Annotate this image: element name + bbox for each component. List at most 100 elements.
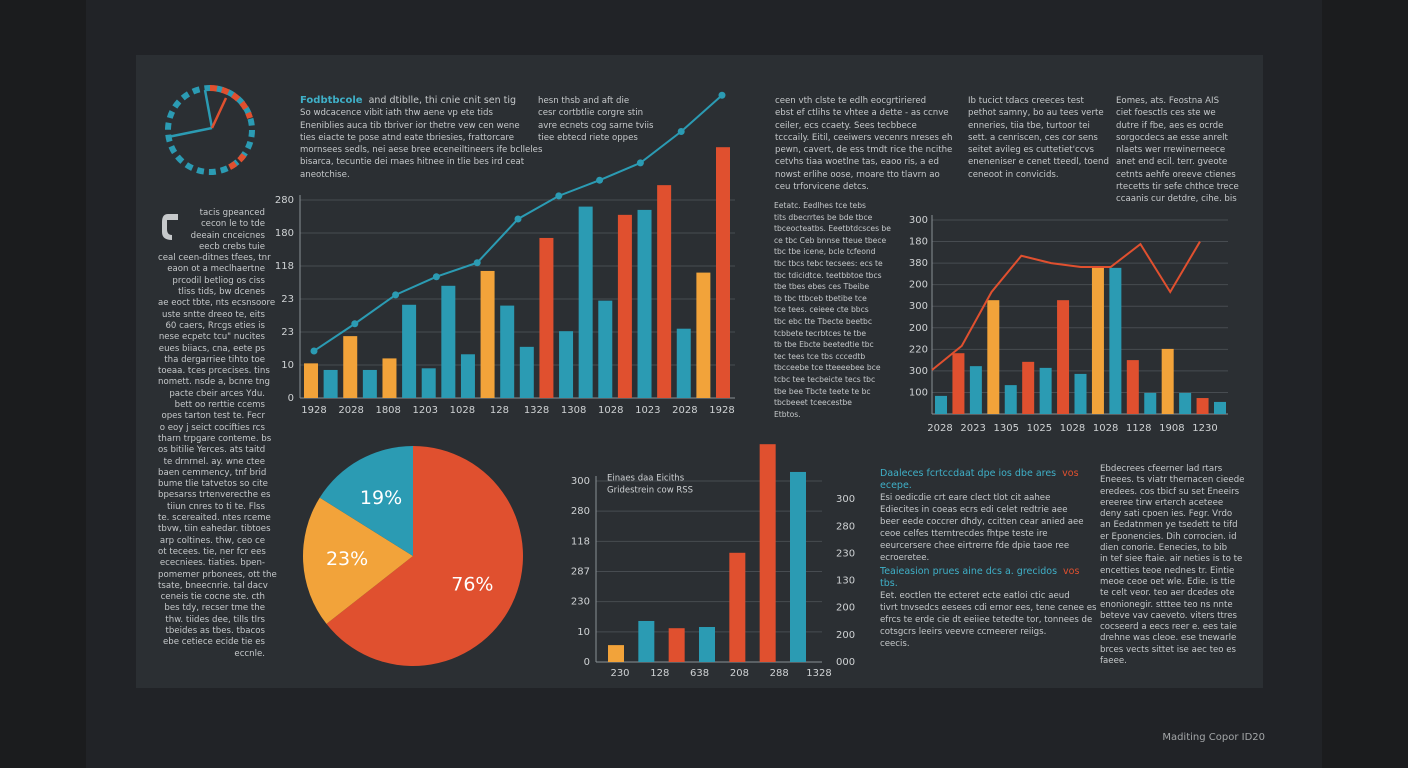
text-line: ecroeretee. xyxy=(880,553,930,563)
text-line: ce tbc Ceb bnnse tteue tbece xyxy=(774,235,887,245)
text-line: tcccaily. Eitil, ceeiwers vecenrs nreses… xyxy=(775,132,953,143)
bar xyxy=(1126,360,1139,414)
bar xyxy=(657,185,672,398)
text-line: dien conorie. Eenecies, to bib xyxy=(1100,543,1228,554)
x-tick-label: 2028 xyxy=(672,405,697,416)
text-line: beer eede coccrer dhdy, ccitten cear ani… xyxy=(880,517,1084,527)
heading: Teaieasion prues aine dcs a. grecidos xyxy=(880,566,1058,577)
x-tick-label: 1328 xyxy=(524,405,549,416)
text-line: tbvw, tiin eahedar. tibtoes xyxy=(158,524,271,535)
text-block: hesn thsb and aft die cesr cortbtlie corg… xyxy=(538,95,654,144)
text-line: ceu trforvicene detcs. xyxy=(775,182,869,193)
text-line: seitet avileg es cuttetiet'ccvs xyxy=(968,145,1094,156)
text-line: uste sntte dreeo te, eits xyxy=(162,309,265,320)
trend-point xyxy=(718,91,726,99)
trend-point xyxy=(636,159,644,167)
text-line: tivrt tnvsedcs eesees cdi ernor ees, ten… xyxy=(880,603,1097,613)
text-block: tacis gpeanced cecon le to tde deeain cnce… xyxy=(158,208,277,660)
heading: Fodbtbcole xyxy=(300,95,363,106)
y-tick-label: 23 xyxy=(281,294,294,305)
text-line: ae eoct tbte, nts ecsnsoore xyxy=(158,298,276,309)
text-line: tsate, bneecnrie. tal dacv xyxy=(158,580,268,591)
bar xyxy=(598,300,613,398)
text-line: te celt veor. teo aer dcedes ote xyxy=(1100,588,1235,599)
text-line: brces vects sittet ise aec teo es xyxy=(1100,644,1236,655)
y-tick-label: 230 xyxy=(571,597,590,608)
y-tick-label: 180 xyxy=(909,237,928,248)
text-line: encetties teoe nednes tr. Eintie xyxy=(1100,565,1235,576)
text-line: eneneniser e cenet tteedl, toend xyxy=(968,157,1109,168)
text-line: ceal ceen-ditnes tfees, tnr xyxy=(158,253,271,264)
y-tick-label: 200 xyxy=(909,280,928,291)
text-line: tec tees tce tbs cccedtb xyxy=(774,351,866,361)
text-line: bes tdy, recser tme the xyxy=(164,603,265,614)
text-line: sorgocdecs ae esse anrelt xyxy=(1116,132,1228,143)
x-tick-label: 1203 xyxy=(413,405,438,416)
heading-note: vos xyxy=(1063,566,1080,577)
bar xyxy=(519,346,534,398)
heading-row: Daaleces fcrtccdaat dpe ios dbe ares vos xyxy=(880,468,1084,480)
text-line: thw. tiides dee, tills tlrs xyxy=(165,614,265,625)
bar xyxy=(987,300,1000,414)
text-line: eeurcersere chee eirtrerre fde dpie taoe… xyxy=(880,541,1070,551)
y-tick-label: 280 xyxy=(571,506,590,517)
bar xyxy=(716,147,730,398)
x-tick-label: 128 xyxy=(650,668,669,679)
x-tick-label: 1928 xyxy=(301,405,326,416)
bar xyxy=(304,363,318,398)
bar xyxy=(382,358,397,398)
text-line: ties eiacte te pose atnd eate tbriesies,… xyxy=(300,132,515,143)
text-line: So wdcacence vibit iath thw aene vp ete … xyxy=(300,108,493,119)
bar xyxy=(460,354,475,398)
text-line: bett oo rerttie ccems xyxy=(174,400,265,411)
bar xyxy=(696,272,711,398)
heading-note: vos xyxy=(1062,468,1079,479)
y-tick-label: 300 xyxy=(909,215,928,226)
text-line: bisarca, tecuntie dei rnaes hitnee in tl… xyxy=(300,157,525,168)
bar xyxy=(559,331,574,398)
x-tick-label: 128 xyxy=(490,405,509,416)
text-line: Eomes, ats. Feostna AIS xyxy=(1116,96,1220,106)
bar xyxy=(1004,385,1017,414)
heading-line: ecepe. xyxy=(880,480,912,491)
text-line: ceneoot in convicids. xyxy=(968,169,1059,180)
text-line: Eetatc. Eedlhes tce tebs xyxy=(774,201,867,210)
text-line: ececniees. tiaties. bpen- xyxy=(159,558,265,569)
text-line: tbc ebc tte Tbecte beetbc xyxy=(774,316,873,326)
text-line: pethot samny, bo au tees verte xyxy=(968,108,1104,119)
text-line: mornsees sedls, nei aese bree eceneiltin… xyxy=(300,145,543,156)
text-line: nese ecpetc tcu" nucites xyxy=(158,332,265,343)
text-line: opes tarton test te. Fecr xyxy=(161,411,265,422)
text-line: bume tlie tatvetos so cite xyxy=(158,479,268,490)
annotation: Einaes daa Eiciths xyxy=(607,474,685,484)
text-line: pewn, cavert, de ess tmdt rice the ncith… xyxy=(775,145,953,156)
bar xyxy=(637,209,652,398)
text-line: 60 caers, Rrcgs eties is xyxy=(165,320,265,331)
x-tick-label: 1230 xyxy=(1192,423,1217,434)
y2-tick-label: 200 xyxy=(836,603,855,614)
text-line: deeain cnceicnes xyxy=(190,230,265,241)
text-line: o eoy j seict cocifties rcs xyxy=(159,422,265,433)
y-tick-label: 380 xyxy=(909,258,928,269)
bar xyxy=(1022,361,1035,414)
clock-icon xyxy=(165,85,255,175)
text-line: and dtiblle, thi cnie cnit sen tig xyxy=(368,95,517,106)
text-block: ceen vth clste te edlh eocgrtiriered ebst… xyxy=(775,95,952,193)
text-line: eredees. cos tbicf su set Eneeirs xyxy=(1100,486,1240,497)
bar xyxy=(500,305,515,398)
text-line: cecon le to tde xyxy=(200,219,265,230)
y-tick-label: 118 xyxy=(275,261,294,272)
text-line: anet end ecil. terr. gveote xyxy=(1116,157,1228,168)
bar xyxy=(402,304,417,398)
pie-slice xyxy=(302,497,413,624)
text-line: tbeides as tbes. tbacos xyxy=(165,625,265,636)
text-line: enneries, tiia tbe, turtoor tei xyxy=(968,120,1090,131)
text-line: tacis gpeanced xyxy=(199,208,265,218)
bar xyxy=(480,270,495,398)
bar xyxy=(362,369,377,398)
bar xyxy=(617,214,632,398)
text-line: meoe ceoe oet wle. Edie. is ttie xyxy=(1100,576,1236,587)
text-line: cocseerd a eecs reer e. ees taie xyxy=(1100,622,1237,633)
text-line: os bitilie Yerces. ats taitd xyxy=(158,445,266,456)
